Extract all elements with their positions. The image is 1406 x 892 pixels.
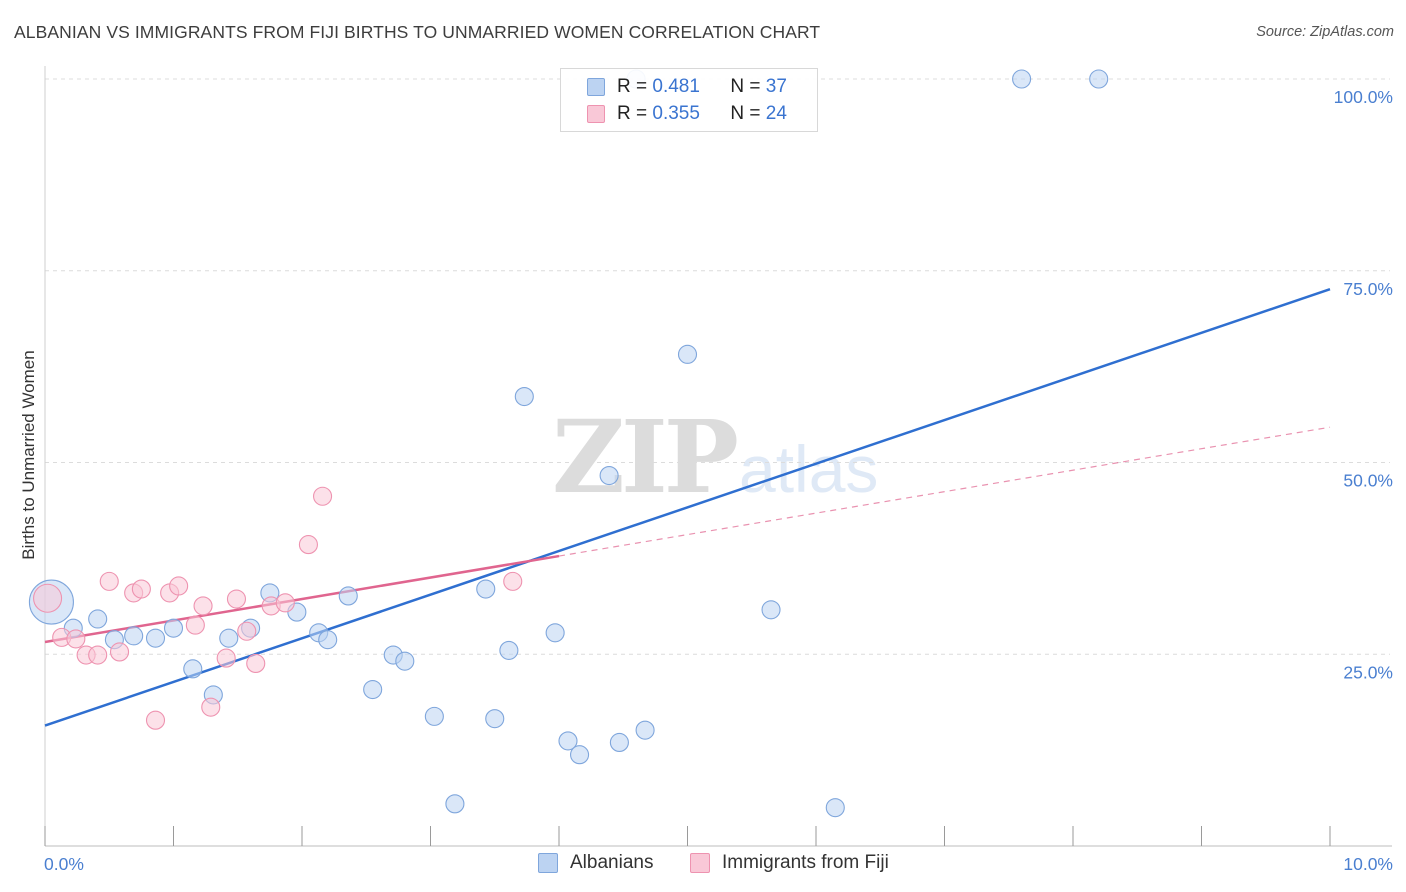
fiji-point xyxy=(503,571,523,591)
legend-n-label: N = xyxy=(730,76,761,97)
x-tick-label: 0.0% xyxy=(44,854,84,874)
albanians-point xyxy=(219,628,239,648)
axes xyxy=(44,66,1392,847)
fiji-point xyxy=(145,710,166,730)
albanians-point xyxy=(424,706,444,726)
fiji-point xyxy=(88,645,108,665)
fiji-point xyxy=(169,576,189,596)
fiji-point xyxy=(275,593,295,613)
fiji-points xyxy=(33,486,523,730)
fiji-swatch xyxy=(587,105,605,123)
fiji-swatch xyxy=(690,853,710,873)
albanians-point xyxy=(761,600,781,620)
albanians-point xyxy=(318,630,338,650)
x-tick-label: 10.0% xyxy=(1343,854,1393,874)
y-tick-label: 25.0% xyxy=(1343,662,1393,682)
albanians-point xyxy=(635,720,655,740)
albanians-trend-line xyxy=(44,287,1331,727)
fiji-point xyxy=(237,621,257,641)
legend-r-label: R = xyxy=(617,76,648,97)
albanians-point xyxy=(545,623,565,643)
gridlines xyxy=(45,78,1390,655)
legend-label-albanians: Albanians xyxy=(570,852,654,873)
legend-item-albanians[interactable]: Albanians xyxy=(538,852,653,874)
fiji-point xyxy=(131,579,151,599)
fiji-point xyxy=(185,615,205,635)
fiji-point xyxy=(109,642,130,662)
series-legend: Albanians Immigrants from Fiji xyxy=(0,851,1406,879)
legend-item-fiji[interactable]: Immigrants from Fiji xyxy=(690,852,889,874)
tick-labels: 100.0% 75.0% 50.0% 25.0% 0.0% 10.0% xyxy=(44,87,1393,874)
legend-label-fiji: Immigrants from Fiji xyxy=(722,852,889,873)
albanians-point xyxy=(476,579,496,599)
fiji-trend-extension xyxy=(558,426,1331,557)
fiji-point xyxy=(201,697,221,717)
albanians-point xyxy=(599,465,619,486)
fiji-point xyxy=(66,629,86,649)
albanians-swatch xyxy=(587,78,605,96)
albanians-points xyxy=(28,69,1109,818)
legend-r-label: R = xyxy=(617,103,648,124)
y-tick-label: 75.0% xyxy=(1343,279,1393,299)
albanians-point xyxy=(445,794,465,814)
albanians-point xyxy=(1089,69,1109,89)
albanians-point xyxy=(183,659,203,679)
albanians-point xyxy=(485,709,505,729)
albanians-point xyxy=(514,386,534,407)
fiji-trend-line xyxy=(44,554,560,644)
albanians-point xyxy=(145,628,166,648)
albanians-point xyxy=(609,732,629,753)
albanians-point xyxy=(1012,69,1032,89)
legend-r-value: 0.481 xyxy=(652,76,700,97)
fiji-point xyxy=(193,596,213,616)
albanians-point xyxy=(163,618,184,638)
legend-r-value: 0.355 xyxy=(652,103,700,124)
albanians-point xyxy=(363,679,383,700)
albanians-point xyxy=(558,731,578,751)
chart-title: ALBANIAN VS IMMIGRANTS FROM FIJI BIRTHS … xyxy=(14,22,821,42)
correlation-legend: R = 0.481 N = 37 R = 0.355 N = 24 xyxy=(560,68,818,132)
fiji-point xyxy=(313,486,333,506)
albanians-swatch xyxy=(538,853,558,873)
albanians-point xyxy=(124,626,144,646)
y-tick-label: 50.0% xyxy=(1343,471,1393,491)
y-tick-label: 100.0% xyxy=(1334,87,1393,107)
albanians-point xyxy=(677,344,698,364)
legend-row-fiji: R = 0.355 N = 24 xyxy=(587,101,787,127)
fiji-point xyxy=(298,535,318,555)
albanians-point xyxy=(499,640,519,660)
albanians-point xyxy=(338,586,358,606)
legend-n-value: 24 xyxy=(765,103,787,124)
albanians-point xyxy=(88,609,108,629)
legend-row-albanians: R = 0.481 N = 37 xyxy=(587,74,787,100)
legend-n-value: 37 xyxy=(765,76,787,97)
albanians-point xyxy=(570,745,590,765)
fiji-point xyxy=(226,589,247,609)
fiji-point xyxy=(216,648,236,668)
fiji-point xyxy=(99,571,119,591)
albanians-point xyxy=(825,798,845,818)
fiji-point xyxy=(33,583,63,613)
legend-n-label: N = xyxy=(730,103,761,124)
albanians-point xyxy=(395,651,415,671)
fiji-point xyxy=(246,653,266,674)
source-label: Source: ZipAtlas.com xyxy=(1256,24,1394,40)
